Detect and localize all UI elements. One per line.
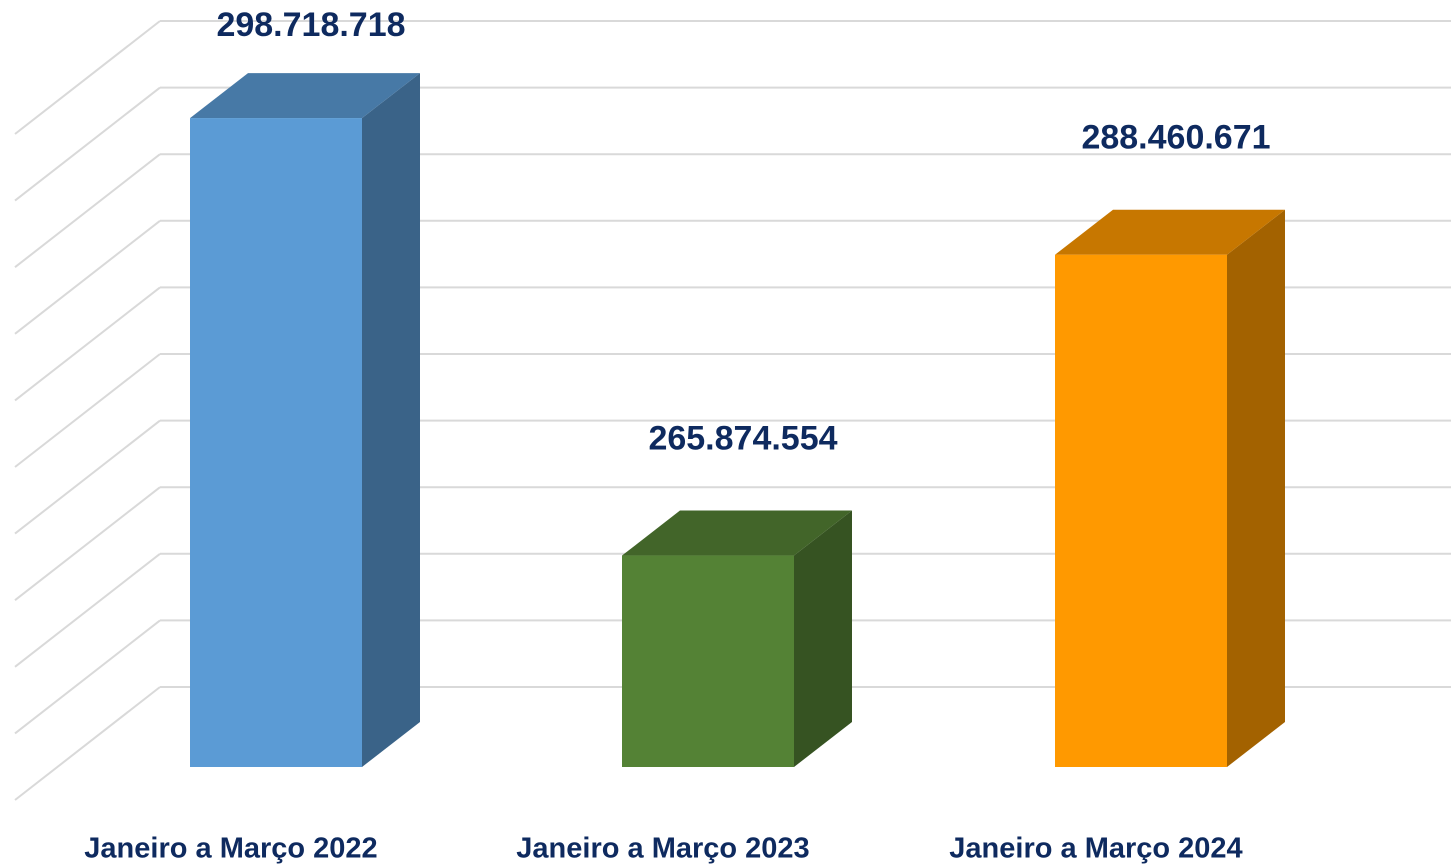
- bar: [190, 118, 362, 768]
- grid-line: [14, 153, 161, 268]
- bar-top: [190, 73, 420, 119]
- bar-top: [1055, 209, 1285, 255]
- bar: [1055, 254, 1227, 767]
- bar-top: [622, 510, 852, 556]
- bar-side: [1227, 209, 1285, 767]
- grid-line: [14, 286, 161, 402]
- grid-line: [14, 86, 161, 202]
- grid-line: [14, 20, 161, 135]
- value-label: 298.718.718: [216, 6, 405, 44]
- grid-line: [14, 619, 161, 735]
- value-label: 265.874.554: [648, 420, 837, 458]
- bar: [622, 555, 794, 767]
- grid-line: [14, 419, 161, 535]
- x-tick-label: Janeiro a Março 2022: [84, 833, 377, 865]
- grid-line: [14, 486, 161, 601]
- x-tick-label: Janeiro a Março 2023: [516, 833, 809, 865]
- x-tick-label: Janeiro a Março 2024: [949, 833, 1242, 865]
- bar-side: [362, 73, 420, 768]
- grid-line: [14, 686, 161, 801]
- bar-side: [794, 510, 852, 767]
- grid-line: [14, 553, 161, 668]
- grid-line: [14, 220, 161, 335]
- grid-line: [14, 353, 161, 468]
- value-label: 288.460.671: [1081, 119, 1270, 157]
